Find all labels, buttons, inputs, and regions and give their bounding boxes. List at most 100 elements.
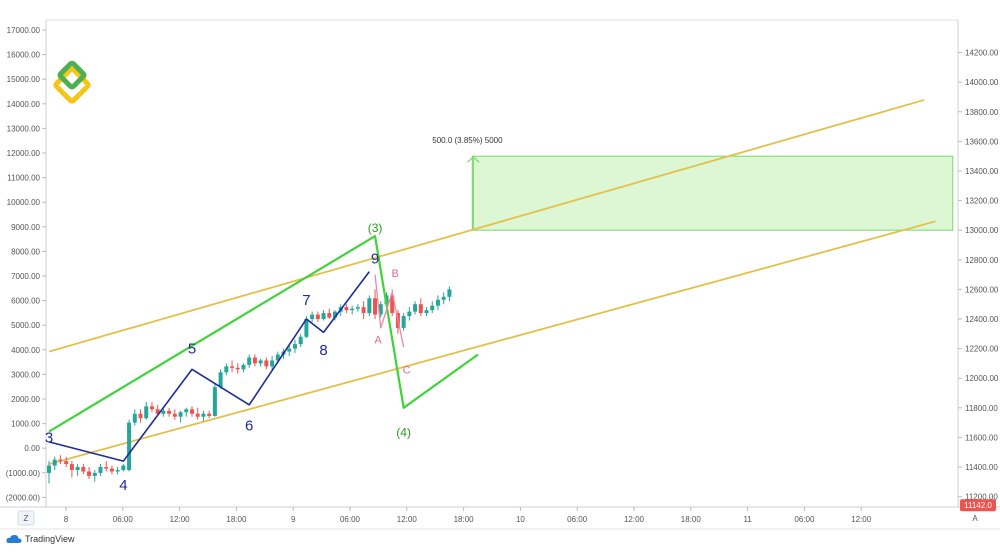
pink-abc-line — [374, 274, 405, 348]
candle-body — [184, 409, 189, 413]
x-tick-label: 11 — [743, 515, 752, 524]
candle-body — [378, 304, 383, 315]
candle — [178, 410, 183, 423]
x-tick-label: 06:00 — [794, 515, 815, 524]
candle-body — [435, 299, 440, 306]
x-tick-label: 9 — [291, 515, 296, 524]
left-tick-label: (2000.00) — [6, 493, 41, 502]
candle-body — [195, 413, 200, 417]
x-tick-label: 06:00 — [340, 515, 361, 524]
candle-body — [121, 465, 126, 470]
right-tick-label: 12400.00 — [965, 315, 999, 324]
candle — [167, 407, 172, 417]
candle-body — [178, 412, 183, 417]
candle — [75, 464, 80, 476]
candle — [184, 407, 189, 417]
left-axis-panel — [0, 0, 46, 529]
candle-body — [224, 366, 229, 373]
candle-body — [367, 298, 372, 314]
x-tick-label: 06:00 — [567, 515, 588, 524]
candle-body — [390, 295, 395, 314]
channel-upper-line — [48, 99, 925, 353]
candle-body — [172, 413, 177, 417]
candle — [241, 363, 246, 373]
measure-box — [471, 155, 954, 231]
left-tick-label: 7000.00 — [11, 272, 40, 281]
candle-body — [287, 348, 292, 352]
x-tick-label: 12:00 — [624, 515, 645, 524]
candle-body — [144, 406, 149, 419]
x-tick-label: 12:00 — [851, 515, 872, 524]
x-tick-label: 8 — [64, 515, 69, 524]
candle — [138, 409, 143, 423]
candle — [161, 407, 166, 417]
measure-label: 500.0 (3.85%) 5000 — [432, 136, 503, 145]
candle — [127, 419, 132, 472]
candle-body — [98, 467, 103, 473]
candle — [87, 467, 92, 479]
candle-body — [132, 413, 137, 423]
candle-body — [355, 307, 360, 309]
logo-green-square — [57, 60, 87, 90]
candle — [98, 464, 103, 476]
right-tick-label: 14000.00 — [965, 78, 999, 87]
candle-body — [247, 357, 252, 365]
plot-area — [45, 19, 959, 508]
left-tick-label: 9000.00 — [11, 223, 40, 232]
candle-body — [252, 357, 257, 364]
candle — [287, 345, 292, 357]
candle — [378, 301, 383, 318]
candle-body — [430, 305, 435, 311]
candle-body — [92, 472, 97, 476]
candle — [81, 464, 86, 475]
candle-body — [218, 372, 223, 388]
left-tick-label: 5000.00 — [11, 321, 40, 330]
candle-body — [310, 314, 315, 320]
right-tick-label: 11600.00 — [965, 433, 998, 442]
x-tick-label: 18:00 — [226, 515, 247, 524]
candle-body — [264, 360, 269, 367]
left-tick-label: 8000.00 — [11, 247, 40, 256]
candle-body — [161, 410, 166, 414]
wave-label-4: 4 — [119, 477, 127, 494]
right-tick-label: 11800.00 — [965, 404, 998, 413]
x-tick-label: 06:00 — [113, 515, 134, 524]
wave-label-7: 7 — [302, 292, 310, 309]
candle-body — [321, 313, 326, 320]
candle — [247, 354, 252, 368]
candle — [333, 310, 337, 321]
candle — [373, 289, 378, 320]
candle — [47, 461, 51, 484]
candle-body — [87, 471, 92, 476]
right-tick-label: 13200.00 — [965, 197, 999, 206]
left-tick-label: 6000.00 — [11, 297, 40, 306]
candle — [344, 304, 349, 314]
left-tick-label: 1000.00 — [11, 420, 40, 429]
timezone-label: Z — [24, 514, 29, 523]
candle — [315, 311, 320, 322]
candle — [441, 292, 446, 305]
left-tick-label: 2000.00 — [11, 395, 40, 404]
candle — [104, 461, 109, 472]
candle — [367, 295, 372, 317]
left-tick-label: 14000.00 — [7, 100, 41, 109]
candle — [58, 455, 63, 465]
candle-body — [418, 304, 423, 314]
candle-body — [149, 406, 154, 410]
candle-body — [241, 364, 246, 370]
candle-body — [373, 298, 378, 315]
wave-label-8: 8 — [319, 342, 327, 359]
candle — [92, 469, 97, 482]
candle — [435, 295, 440, 311]
candle — [212, 384, 217, 417]
left-tick-label: (1000.00) — [6, 469, 41, 478]
candle — [195, 407, 200, 420]
tradingview-watermark: TradingView — [6, 534, 75, 544]
wave-label-6: 6 — [245, 418, 253, 435]
broker-logo — [53, 60, 91, 104]
candle-body — [81, 467, 86, 472]
candle — [69, 461, 74, 478]
candle — [172, 409, 177, 420]
candle-body — [424, 310, 429, 314]
